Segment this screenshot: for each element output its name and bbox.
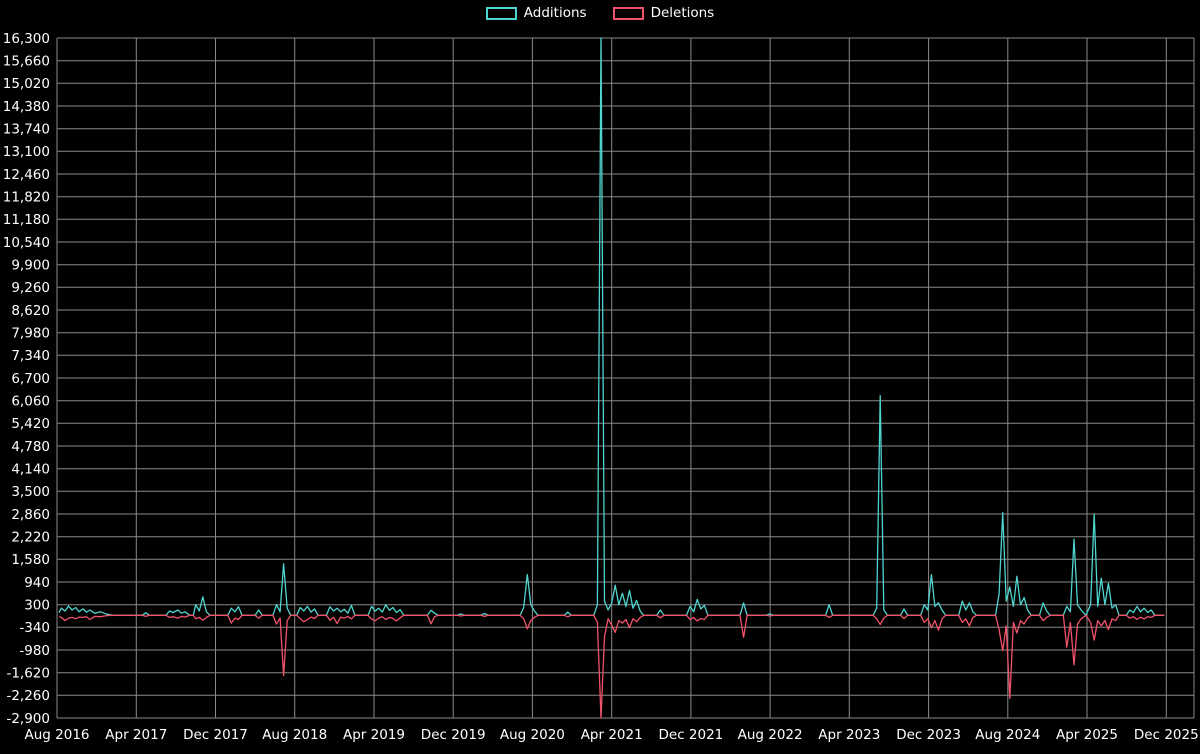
x-axis-tick-label: Aug 2022: [738, 727, 803, 743]
y-axis-tick-label: 2,860: [11, 507, 50, 523]
series-line-deletions: [58, 614, 1165, 719]
y-axis-tick-label: 13,740: [3, 122, 50, 138]
x-axis-tick-label: Dec 2019: [421, 727, 486, 743]
x-axis-tick-label: Dec 2025: [1134, 727, 1199, 743]
y-axis-tick-label: 7,980: [11, 326, 50, 342]
legend-item-deletions[interactable]: Deletions: [612, 5, 715, 21]
y-axis-tick-label: 9,900: [11, 258, 50, 274]
x-axis-tick-label: Apr 2023: [818, 727, 880, 743]
y-axis-tick-label: 14,380: [3, 99, 50, 115]
x-axis-tick-label: Aug 2016: [24, 727, 89, 743]
legend-label-deletions: Deletions: [650, 5, 715, 21]
x-axis-tick-label: Dec 2017: [183, 727, 248, 743]
y-axis-tick-label: -1,620: [6, 666, 50, 682]
y-axis-tick-label: 6,700: [11, 371, 50, 387]
y-axis-tick-label: -2,900: [6, 711, 50, 727]
y-axis-tick-label: 10,540: [3, 235, 50, 251]
y-axis-tick-label: -2,260: [6, 688, 50, 704]
legend-label-additions: Additions: [523, 5, 587, 21]
y-axis-tick-label: 12,460: [3, 167, 50, 183]
x-axis-tick-label: Dec 2021: [659, 727, 724, 743]
y-axis-tick-label: 7,340: [11, 348, 50, 364]
y-axis-tick-label: 9,260: [11, 280, 50, 296]
x-axis-tick-label: Apr 2017: [105, 727, 167, 743]
chart-legend: Additions Deletions: [0, 5, 1200, 21]
y-axis-tick-label: 16,300: [3, 31, 50, 47]
x-axis-tick-label: Aug 2020: [500, 727, 565, 743]
y-axis-tick-label: 8,620: [11, 303, 50, 319]
y-axis-tick-label: 6,060: [11, 394, 50, 410]
deletions-swatch-icon: [612, 7, 644, 21]
y-axis-tick-label: 3,500: [11, 484, 50, 500]
x-axis-tick-label: Apr 2019: [343, 727, 405, 743]
y-axis-tick-label: -980: [19, 643, 50, 659]
y-axis-tick-label: -340: [19, 620, 50, 636]
y-axis-tick-label: 4,140: [11, 462, 50, 478]
x-axis-tick-label: Dec 2023: [896, 727, 961, 743]
y-axis-tick-label: 300: [24, 598, 50, 614]
legend-item-additions[interactable]: Additions: [485, 5, 587, 21]
y-axis-tick-label: 940: [24, 575, 50, 591]
x-axis-tick-label: Apr 2021: [581, 727, 643, 743]
additions-swatch-icon: [485, 7, 517, 21]
x-axis-tick-label: Apr 2025: [1056, 727, 1118, 743]
y-axis-tick-label: 11,180: [3, 212, 50, 228]
y-axis-tick-label: 15,660: [3, 54, 50, 70]
y-axis-tick-label: 1,580: [11, 552, 50, 568]
y-axis-tick-label: 13,100: [3, 144, 50, 160]
series-line-additions: [58, 37, 1165, 616]
y-axis-tick-label: 4,780: [11, 439, 50, 455]
y-axis-tick-label: 2,220: [11, 530, 50, 546]
y-axis-tick-label: 11,820: [3, 190, 50, 206]
x-axis-tick-label: Aug 2024: [975, 727, 1040, 743]
y-axis-tick-label: 5,420: [11, 416, 50, 432]
y-axis-tick-label: 15,020: [3, 76, 50, 92]
x-axis-tick-label: Aug 2018: [262, 727, 327, 743]
